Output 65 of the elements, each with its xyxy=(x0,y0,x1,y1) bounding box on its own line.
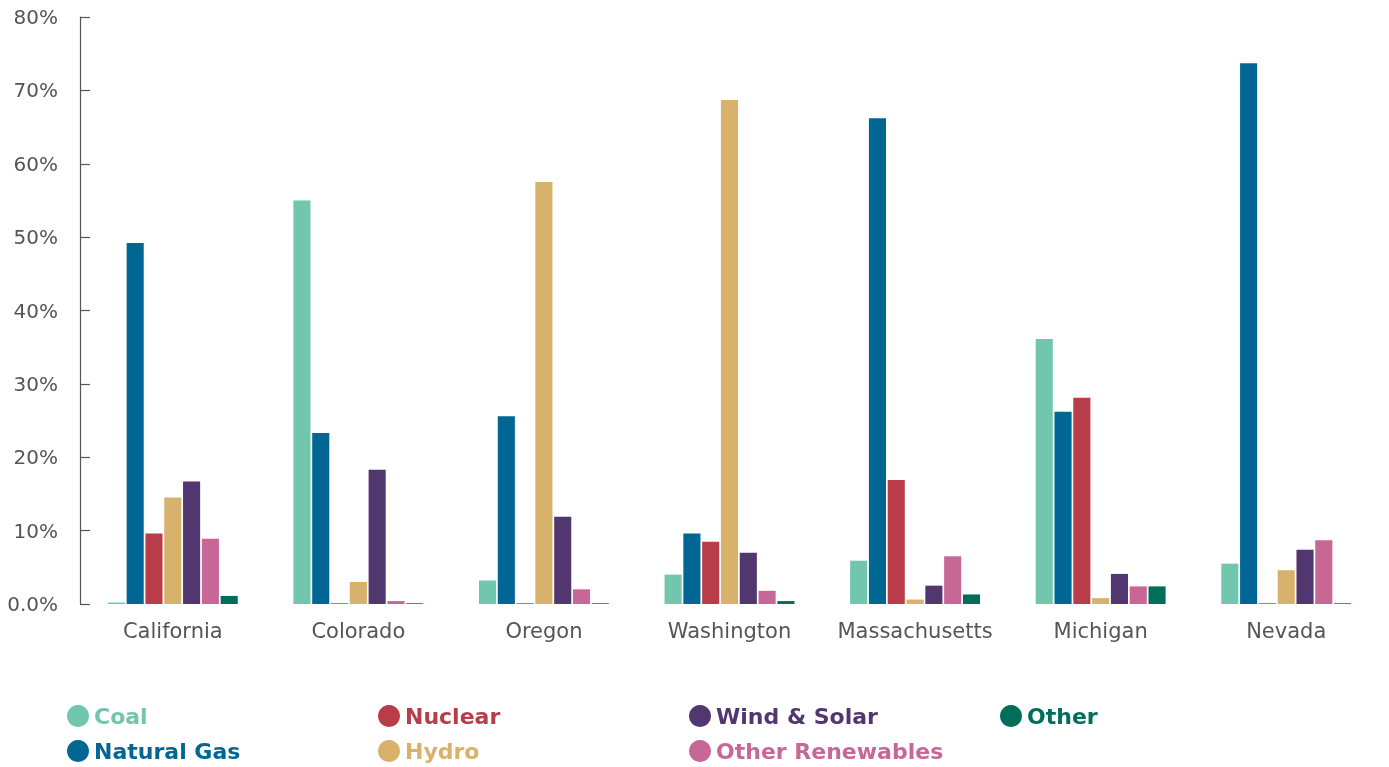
bar xyxy=(962,594,981,604)
legend-label: Wind & Solar xyxy=(716,703,879,729)
y-tick-label: 30% xyxy=(13,371,58,396)
bar xyxy=(758,590,776,604)
bar xyxy=(720,99,739,604)
bar xyxy=(368,469,386,604)
bar xyxy=(183,481,201,604)
bar xyxy=(535,182,553,604)
bar xyxy=(739,552,757,604)
legend-label: Coal xyxy=(94,703,148,729)
bar xyxy=(572,589,591,604)
y-tick-label: 50% xyxy=(13,225,58,250)
bar xyxy=(906,599,924,604)
x-tick-label: Massachusetts xyxy=(837,618,993,643)
legend-label: Nuclear xyxy=(405,703,501,729)
bar xyxy=(1315,540,1333,604)
bar xyxy=(201,538,219,604)
bar xyxy=(1240,63,1258,604)
bar xyxy=(868,118,887,604)
legend-label: Other Renewables xyxy=(716,738,944,764)
y-tick-label: 10% xyxy=(13,518,58,543)
bar xyxy=(1148,586,1166,604)
legend-label: Other xyxy=(1027,703,1098,729)
bar xyxy=(702,541,720,604)
bar xyxy=(1054,411,1072,604)
legend-label: Natural Gas xyxy=(94,738,241,764)
bar xyxy=(126,243,144,604)
y-tick-label: 80% xyxy=(13,5,58,29)
bar xyxy=(850,560,868,604)
bar xyxy=(683,533,701,604)
bar xyxy=(1221,563,1239,604)
x-tick-label: Oregon xyxy=(505,618,583,643)
bar xyxy=(293,200,311,604)
bar xyxy=(1296,549,1314,604)
x-tick-label: Washington xyxy=(667,618,792,643)
bar xyxy=(478,580,497,604)
bar xyxy=(777,601,795,604)
bar xyxy=(164,497,182,604)
bar xyxy=(349,581,367,604)
bar xyxy=(887,480,905,604)
bar xyxy=(387,601,405,604)
bar xyxy=(497,416,515,604)
y-tick-label: 60% xyxy=(13,151,58,176)
y-tick-label: 40% xyxy=(13,298,58,323)
bar xyxy=(312,433,330,604)
bar xyxy=(944,556,962,604)
y-tick-label: 70% xyxy=(13,78,58,103)
x-tick-label: California xyxy=(122,618,223,643)
legend-label: Hydro xyxy=(405,738,480,764)
x-tick-label: Michigan xyxy=(1053,618,1148,643)
y-tick-label: 0.0% xyxy=(7,592,58,616)
bar xyxy=(1129,586,1147,604)
bar xyxy=(664,574,682,604)
bar xyxy=(1073,397,1091,604)
bar xyxy=(145,533,163,604)
bar xyxy=(1110,573,1128,604)
bar xyxy=(554,516,572,604)
bar xyxy=(925,585,943,604)
bar xyxy=(220,595,238,604)
y-tick-label: 20% xyxy=(13,445,58,470)
bar xyxy=(1035,339,1053,604)
x-tick-label: Colorado xyxy=(311,618,406,643)
bar xyxy=(1092,598,1110,604)
bar xyxy=(1277,570,1295,604)
x-tick-label: Nevada xyxy=(1246,618,1327,643)
